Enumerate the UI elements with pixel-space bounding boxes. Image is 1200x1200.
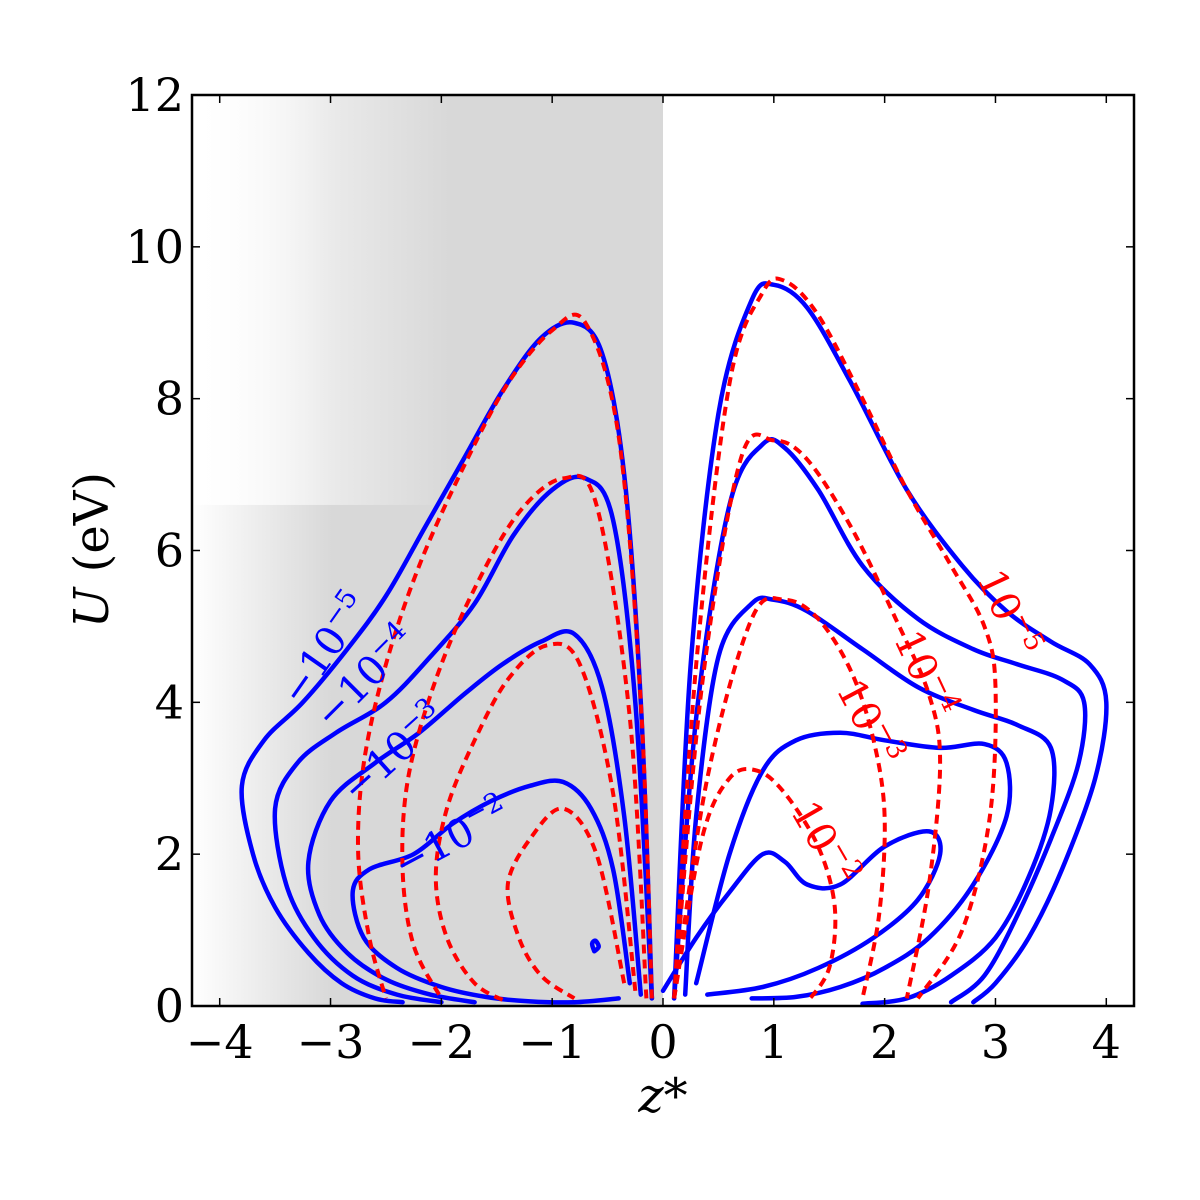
shade-fade-top [192, 95, 452, 505]
solid-contour-2 [272, 474, 655, 1005]
solid-contour-6 [671, 437, 1088, 1005]
solid-contour-8 [693, 730, 1013, 1001]
solid-contour-5 [671, 281, 1109, 1005]
x-tick-label: −3 [297, 1015, 365, 1069]
x-tick-label: 3 [981, 1015, 1010, 1069]
x-tick-label: 1 [759, 1015, 788, 1069]
y-tick-label: 6 [155, 524, 184, 578]
dashed-contour-3 [433, 641, 638, 1004]
contour-lines [239, 276, 1109, 1006]
y-tick-label: 10 [125, 220, 184, 274]
dashed-contour-8 [672, 766, 838, 1004]
x-tick-label: 0 [648, 1015, 677, 1069]
x-tick-label: −4 [186, 1015, 254, 1069]
solid-contour-10 [589, 938, 601, 954]
x-axis-label: z* [637, 1068, 687, 1124]
x-axis-ticks: −4 −3 −2 −1 0 1 2 3 4 [186, 95, 1121, 1069]
dashed-contour-1 [355, 312, 654, 999]
y-tick-label: 2 [155, 827, 184, 881]
x-tick-label: 2 [870, 1015, 899, 1069]
x-tick-label: 4 [1092, 1015, 1121, 1069]
dashed-contour-5 [672, 276, 998, 1000]
x-tick-label: −1 [518, 1015, 586, 1069]
dashed-contour-2 [400, 473, 649, 1000]
y-tick-label: 0 [155, 979, 184, 1033]
y-axis-ticks: 0 2 4 6 8 10 12 [125, 68, 1134, 1033]
x-tick-label: −2 [407, 1015, 475, 1069]
solid-contour-7 [682, 595, 1057, 1006]
dashed-contour-6 [672, 432, 943, 999]
dashed-contour-4 [505, 806, 627, 1001]
y-tick-label: 8 [155, 372, 184, 426]
y-tick-label: 4 [155, 675, 184, 729]
y-axis-label: U (eV) [64, 472, 120, 628]
y-tick-label: 12 [125, 68, 184, 122]
